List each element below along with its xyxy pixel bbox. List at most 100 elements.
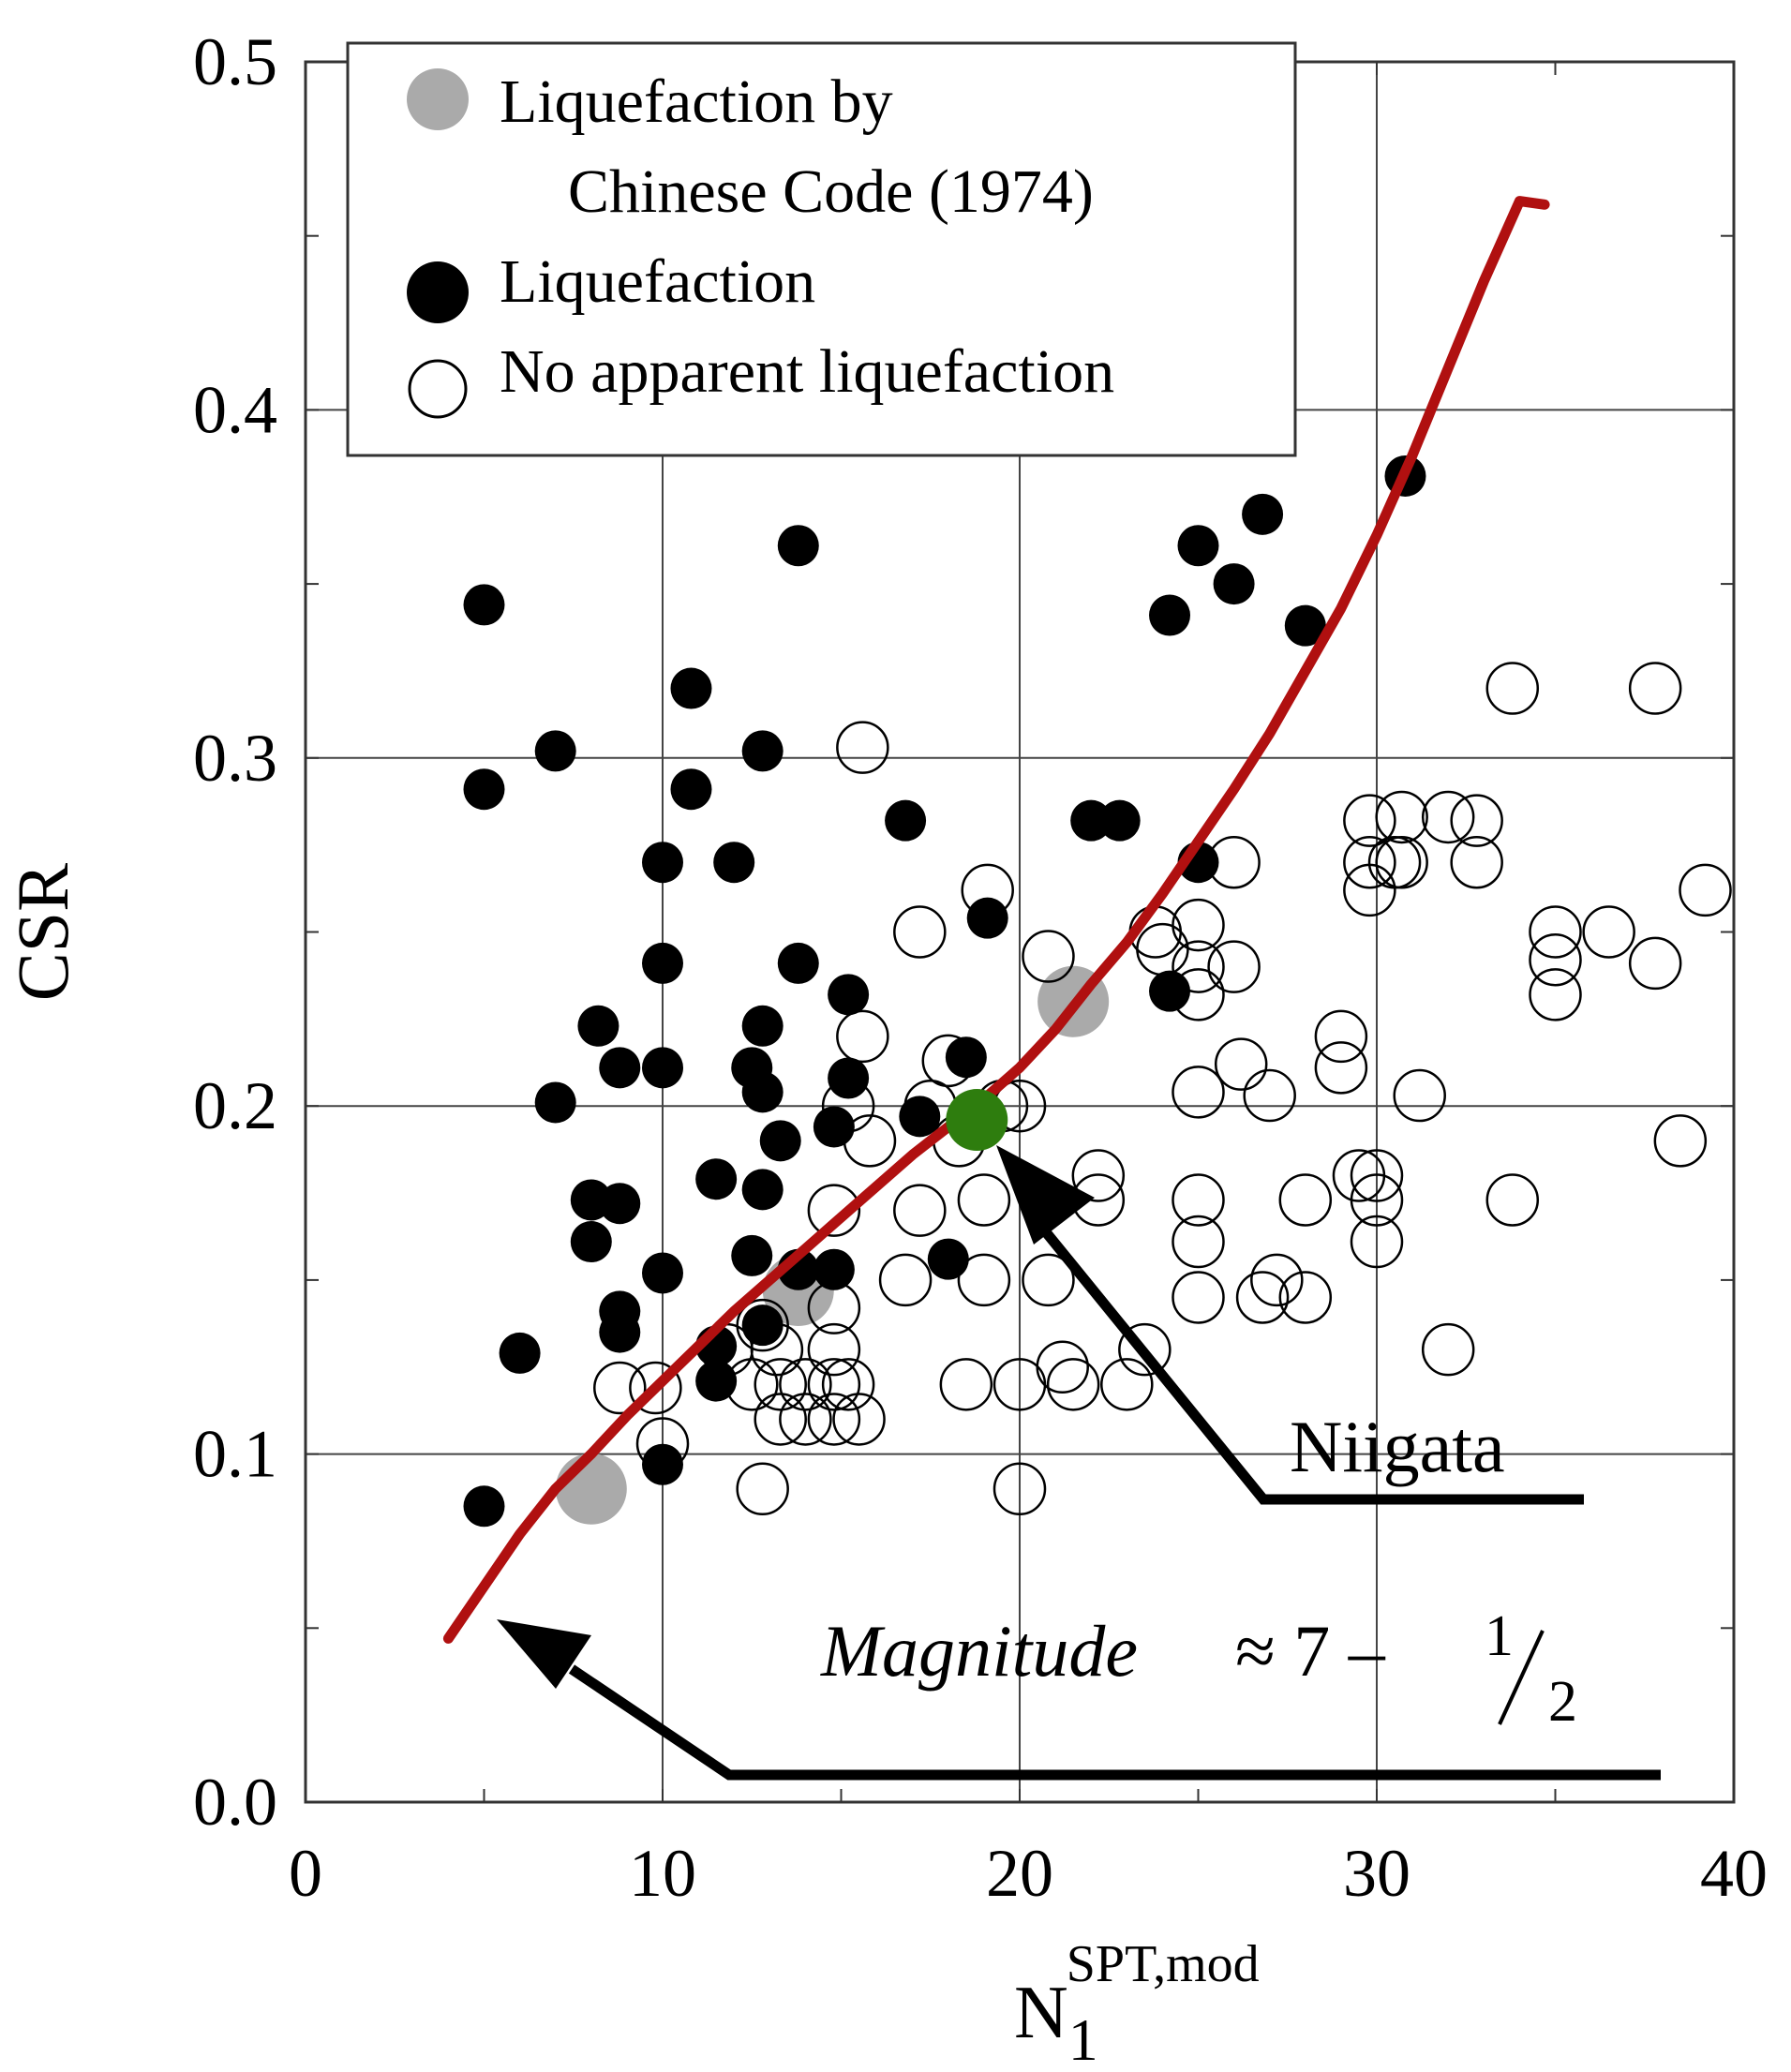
point-liquefaction bbox=[1284, 604, 1326, 647]
y-tick-label: 0.5 bbox=[193, 24, 277, 99]
point-liquefaction bbox=[1070, 799, 1112, 842]
point-no-liquefaction bbox=[1485, 662, 1540, 715]
point-no-liquefaction bbox=[807, 1184, 861, 1237]
legend-marker-chinese-code bbox=[407, 68, 469, 130]
point-no-liquefaction bbox=[821, 1358, 875, 1411]
point-no-liquefaction bbox=[1582, 905, 1635, 959]
point-no-liquefaction bbox=[1022, 930, 1075, 983]
point-no-liquefaction bbox=[1036, 1340, 1089, 1394]
point-no-liquefaction bbox=[1022, 1253, 1075, 1307]
point-no-liquefaction bbox=[893, 1184, 947, 1237]
point-no-liquefaction bbox=[807, 1358, 861, 1411]
point-liquefaction bbox=[741, 730, 784, 772]
point-no-liquefaction bbox=[1529, 905, 1582, 959]
point-no-liquefaction bbox=[736, 1298, 789, 1352]
point-no-liquefaction bbox=[1679, 863, 1732, 917]
point-no-liquefaction bbox=[1393, 1068, 1446, 1123]
point-no-liquefaction bbox=[1172, 1271, 1225, 1324]
point-no-liquefaction bbox=[957, 1173, 1011, 1227]
point-no-liquefaction bbox=[1046, 1358, 1100, 1411]
x-axis-title-subscript: 1 bbox=[1068, 2006, 1098, 2072]
point-liquefaction bbox=[731, 1234, 773, 1276]
point-liquefaction bbox=[599, 1183, 641, 1225]
point-liquefaction bbox=[1149, 970, 1191, 1012]
point-liquefaction bbox=[899, 1096, 941, 1138]
point-liquefaction bbox=[642, 1047, 683, 1089]
point-liquefaction bbox=[945, 1036, 987, 1079]
annotations: Niigata Magnitude ≈ 7 – 1 2 bbox=[497, 1145, 1661, 1781]
data-layer bbox=[442, 196, 1732, 1644]
point-no-liquefaction bbox=[754, 1358, 807, 1411]
niigata-label: Niigata bbox=[1290, 1406, 1505, 1487]
point-liquefaction bbox=[642, 842, 683, 884]
point-liquefaction bbox=[577, 1005, 619, 1047]
point-no-liquefaction bbox=[1350, 1215, 1404, 1269]
point-liquefaction bbox=[642, 1443, 683, 1485]
point-liquefaction bbox=[1177, 525, 1219, 567]
x-axis-title-superscript: SPT,mod bbox=[1067, 1935, 1260, 1993]
axis-ticks: 0 10 20 30 40 0.0 0.1 0.2 0.3 0.4 0.5 bbox=[193, 24, 1768, 1911]
point-no-liquefaction bbox=[807, 1322, 861, 1377]
point-liquefaction bbox=[885, 799, 927, 842]
point-no-liquefaction bbox=[1278, 1173, 1333, 1227]
point-no-liquefaction bbox=[1250, 1253, 1304, 1307]
point-liquefaction bbox=[670, 667, 712, 709]
x-tick-label: 0 bbox=[289, 1836, 322, 1911]
point-no-liquefaction bbox=[1450, 794, 1503, 847]
point-liquefaction bbox=[534, 1081, 576, 1124]
magnitude-fraction-numerator: 1 bbox=[1485, 1604, 1514, 1668]
point-no-liquefaction bbox=[1375, 835, 1428, 889]
point-liquefaction bbox=[966, 897, 1008, 939]
point-no-liquefaction bbox=[754, 1393, 807, 1446]
legend-label-liquefaction: Liquefaction bbox=[500, 247, 815, 316]
point-no-liquefaction bbox=[836, 721, 889, 774]
point-liquefaction bbox=[695, 1360, 738, 1402]
boundary-curve bbox=[442, 196, 1550, 1644]
point-liquefaction bbox=[570, 1221, 612, 1263]
point-liquefaction bbox=[777, 942, 819, 984]
point-chinese-code bbox=[555, 1453, 627, 1525]
magnitude-fraction-slash bbox=[1498, 1630, 1545, 1725]
point-no-liquefaction bbox=[1343, 835, 1396, 889]
point-liquefaction bbox=[828, 974, 870, 1016]
y-tick-label: 0.1 bbox=[193, 1417, 277, 1492]
point-no-liquefaction bbox=[1375, 790, 1428, 844]
x-axis-title: N1 SPT,mod bbox=[1014, 1935, 1260, 2072]
point-liquefaction bbox=[741, 1005, 784, 1047]
y-tick-label: 0.0 bbox=[193, 1765, 277, 1840]
point-liquefaction bbox=[813, 1248, 855, 1290]
point-no-liquefaction bbox=[1314, 1009, 1368, 1064]
point-no-liquefaction bbox=[1628, 662, 1682, 715]
point-liquefaction bbox=[1098, 799, 1141, 842]
point-liquefaction bbox=[463, 584, 505, 626]
point-liquefaction bbox=[499, 1332, 541, 1374]
legend-label-chinese-code-line1: Liquefaction by bbox=[500, 67, 893, 136]
x-tick-label: 30 bbox=[1343, 1836, 1410, 1911]
point-liquefaction bbox=[599, 1311, 641, 1353]
legend-label-no-liquefaction: No apparent liquefaction bbox=[500, 337, 1114, 406]
point-no-liquefaction bbox=[878, 1253, 933, 1307]
point-no-liquefaction bbox=[836, 1009, 889, 1064]
point-liquefaction bbox=[1149, 594, 1191, 636]
niigata-arrow-head bbox=[996, 1145, 1095, 1245]
point-liquefaction bbox=[463, 768, 505, 811]
point-no-liquefaction bbox=[1071, 1149, 1126, 1202]
point-no-liquefaction bbox=[993, 1462, 1047, 1515]
magnitude-arrow bbox=[568, 1664, 1661, 1781]
point-no-liquefaction bbox=[1350, 1149, 1404, 1202]
point-no-liquefaction bbox=[1172, 1173, 1225, 1227]
point-no-liquefaction bbox=[807, 1393, 861, 1446]
point-liquefaction bbox=[927, 1238, 969, 1280]
point-no-liquefaction bbox=[1450, 835, 1503, 889]
point-no-liquefaction bbox=[1172, 1066, 1225, 1119]
point-no-liquefaction bbox=[1243, 1068, 1296, 1123]
legend-marker-liquefaction bbox=[407, 261, 469, 323]
legend: Liquefaction by Chinese Code (1974) Liqu… bbox=[346, 41, 1297, 457]
legend-marker-no-liquefaction bbox=[408, 359, 468, 419]
point-no-liquefaction bbox=[939, 1358, 993, 1411]
point-liquefaction bbox=[741, 1304, 784, 1347]
point-liquefaction bbox=[1213, 563, 1255, 605]
y-tick-label: 0.3 bbox=[193, 721, 277, 796]
legend-box bbox=[346, 41, 1297, 457]
